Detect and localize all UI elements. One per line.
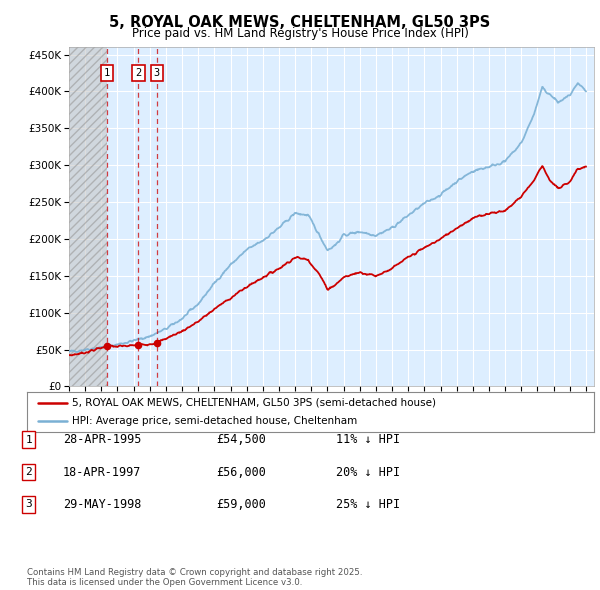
Text: 1: 1 xyxy=(25,435,32,444)
Text: £56,000: £56,000 xyxy=(216,466,266,478)
Text: Contains HM Land Registry data © Crown copyright and database right 2025.
This d: Contains HM Land Registry data © Crown c… xyxy=(27,568,362,587)
Text: 1: 1 xyxy=(104,68,110,78)
Text: 3: 3 xyxy=(154,68,160,78)
Text: 29-MAY-1998: 29-MAY-1998 xyxy=(63,498,142,511)
Text: 20% ↓ HPI: 20% ↓ HPI xyxy=(336,466,400,478)
Text: 18-APR-1997: 18-APR-1997 xyxy=(63,466,142,478)
Text: £54,500: £54,500 xyxy=(216,433,266,446)
Text: 5, ROYAL OAK MEWS, CHELTENHAM, GL50 3PS: 5, ROYAL OAK MEWS, CHELTENHAM, GL50 3PS xyxy=(109,15,491,30)
Text: Price paid vs. HM Land Registry's House Price Index (HPI): Price paid vs. HM Land Registry's House … xyxy=(131,27,469,40)
Text: 28-APR-1995: 28-APR-1995 xyxy=(63,433,142,446)
Text: HPI: Average price, semi-detached house, Cheltenham: HPI: Average price, semi-detached house,… xyxy=(73,416,358,426)
Text: 2: 2 xyxy=(136,68,142,78)
Text: 25% ↓ HPI: 25% ↓ HPI xyxy=(336,498,400,511)
Text: £59,000: £59,000 xyxy=(216,498,266,511)
Text: 2: 2 xyxy=(25,467,32,477)
Text: 3: 3 xyxy=(25,500,32,509)
Bar xyxy=(69,47,107,386)
Text: 11% ↓ HPI: 11% ↓ HPI xyxy=(336,433,400,446)
Text: 5, ROYAL OAK MEWS, CHELTENHAM, GL50 3PS (semi-detached house): 5, ROYAL OAK MEWS, CHELTENHAM, GL50 3PS … xyxy=(73,398,436,408)
